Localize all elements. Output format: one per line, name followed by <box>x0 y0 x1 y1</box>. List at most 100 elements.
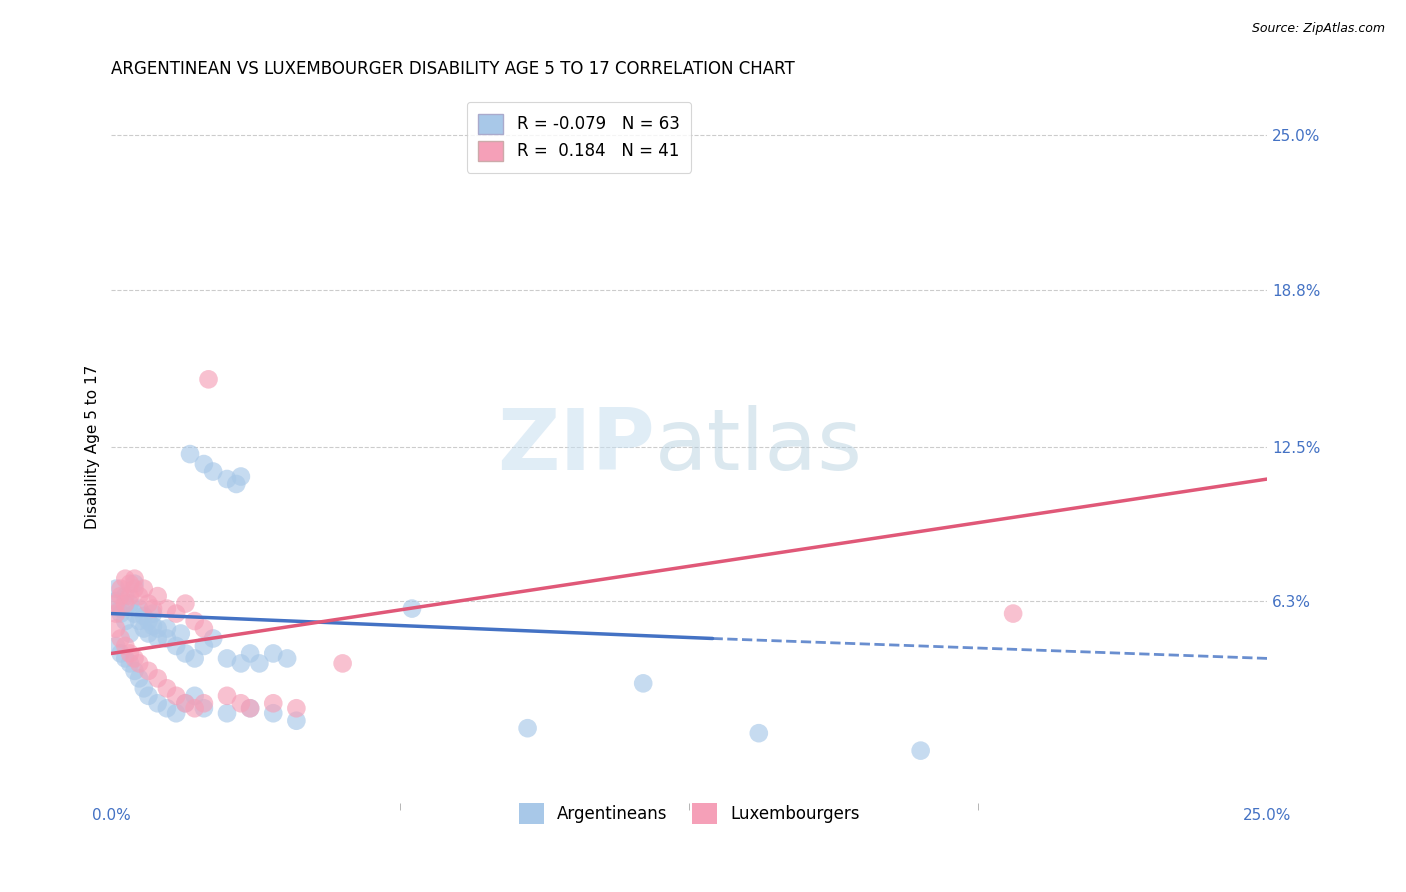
Point <box>197 372 219 386</box>
Point <box>183 689 205 703</box>
Point <box>165 639 187 653</box>
Point <box>229 469 252 483</box>
Point <box>124 607 146 621</box>
Point <box>516 721 538 735</box>
Point <box>193 457 215 471</box>
Point <box>118 626 141 640</box>
Point <box>229 657 252 671</box>
Point <box>262 647 284 661</box>
Point <box>174 597 197 611</box>
Point <box>128 589 150 603</box>
Point <box>193 622 215 636</box>
Point <box>215 472 238 486</box>
Point <box>239 701 262 715</box>
Point <box>138 664 160 678</box>
Point <box>118 597 141 611</box>
Point <box>142 619 165 633</box>
Point <box>124 651 146 665</box>
Point <box>229 696 252 710</box>
Point <box>262 706 284 721</box>
Point <box>138 689 160 703</box>
Point <box>132 609 155 624</box>
Point <box>118 576 141 591</box>
Point <box>142 607 165 621</box>
Y-axis label: Disability Age 5 to 17: Disability Age 5 to 17 <box>86 365 100 529</box>
Point <box>105 582 128 596</box>
Point <box>146 696 169 710</box>
Point <box>156 632 179 646</box>
Point <box>239 701 262 715</box>
Point <box>118 647 141 661</box>
Point <box>239 647 262 661</box>
Point <box>132 681 155 696</box>
Point <box>118 589 141 603</box>
Point <box>332 657 354 671</box>
Point <box>146 589 169 603</box>
Point <box>170 626 193 640</box>
Point <box>193 696 215 710</box>
Point <box>202 632 225 646</box>
Point <box>124 576 146 591</box>
Point <box>110 607 132 621</box>
Text: Source: ZipAtlas.com: Source: ZipAtlas.com <box>1251 22 1385 36</box>
Legend: Argentineans, Luxembourgers: Argentineans, Luxembourgers <box>509 794 870 834</box>
Point <box>748 726 770 740</box>
Point <box>114 572 136 586</box>
Point <box>128 601 150 615</box>
Point <box>215 706 238 721</box>
Point <box>174 696 197 710</box>
Point <box>285 701 308 715</box>
Point <box>105 639 128 653</box>
Point <box>146 671 169 685</box>
Point <box>132 622 155 636</box>
Point <box>114 614 136 628</box>
Point <box>114 651 136 665</box>
Point <box>165 607 187 621</box>
Point <box>138 597 160 611</box>
Point <box>276 651 298 665</box>
Point <box>105 607 128 621</box>
Point <box>146 622 169 636</box>
Text: atlas: atlas <box>655 405 863 488</box>
Text: ZIP: ZIP <box>496 405 655 488</box>
Point <box>193 701 215 715</box>
Point <box>225 477 247 491</box>
Point <box>110 582 132 596</box>
Point <box>124 572 146 586</box>
Point <box>202 465 225 479</box>
Point <box>1002 607 1025 621</box>
Point <box>174 647 197 661</box>
Point <box>128 657 150 671</box>
Point <box>156 701 179 715</box>
Point <box>110 589 132 603</box>
Point <box>165 689 187 703</box>
Point <box>179 447 201 461</box>
Point <box>114 597 136 611</box>
Point <box>165 706 187 721</box>
Point <box>105 597 128 611</box>
Point <box>110 632 132 646</box>
Point <box>110 647 132 661</box>
Point <box>183 701 205 715</box>
Point <box>124 582 146 596</box>
Point <box>156 681 179 696</box>
Point <box>142 601 165 615</box>
Point <box>128 614 150 628</box>
Text: ARGENTINEAN VS LUXEMBOURGER DISABILITY AGE 5 TO 17 CORRELATION CHART: ARGENTINEAN VS LUXEMBOURGER DISABILITY A… <box>111 60 796 78</box>
Point <box>128 671 150 685</box>
Point <box>132 582 155 596</box>
Point <box>105 622 128 636</box>
Point <box>124 664 146 678</box>
Point <box>262 696 284 710</box>
Point <box>631 676 654 690</box>
Point <box>193 639 215 653</box>
Point <box>401 601 423 615</box>
Point <box>156 622 179 636</box>
Point <box>285 714 308 728</box>
Point <box>174 696 197 710</box>
Point <box>138 614 160 628</box>
Point <box>110 601 132 615</box>
Point <box>183 614 205 628</box>
Point <box>247 657 270 671</box>
Point <box>114 639 136 653</box>
